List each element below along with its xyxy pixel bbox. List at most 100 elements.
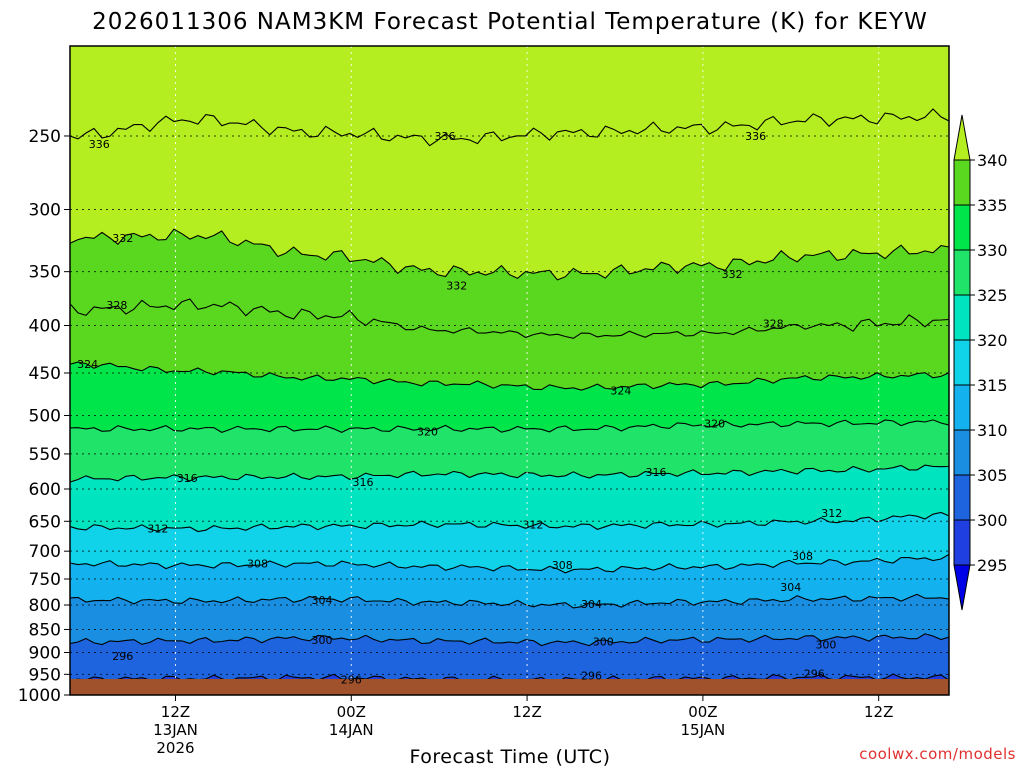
contour-line <box>70 361 949 391</box>
contour-label: 336 <box>435 130 456 143</box>
y-tick-label: 550 <box>29 445 61 465</box>
contour-label: 332 <box>112 232 133 245</box>
contour-label: 296 <box>112 650 133 663</box>
contour-label: 316 <box>177 472 198 485</box>
colorbar-segment <box>953 249 971 296</box>
colorbar-segment <box>953 564 971 611</box>
colorbar-label: 320 <box>977 331 1008 350</box>
plot-frame <box>69 45 950 696</box>
contour-label: 312 <box>821 507 842 520</box>
y-axis: 250 300 350 400 450 500 550 600 650 700 750 800 850 9… <box>18 127 70 706</box>
contour-line <box>70 228 949 281</box>
y-tick-label: 500 <box>29 406 61 426</box>
contour-labels: 336 336 336 332 332 332 328 328 324 324 320 320 316 3… <box>77 130 842 686</box>
contour-label: 316 <box>646 466 667 479</box>
contour-label: 304 <box>311 594 332 607</box>
colorbar-segment <box>953 294 971 341</box>
x-tick-label: 13JAN <box>153 721 198 739</box>
contour-label: 312 <box>522 518 543 531</box>
colorbar-label: 340 <box>977 151 1008 170</box>
gridlines <box>70 46 949 695</box>
colorbar-segment <box>953 474 971 521</box>
colorbar-label: 315 <box>977 376 1008 395</box>
contour-label: 336 <box>745 130 766 143</box>
contour-label: 324 <box>77 358 98 371</box>
colorbar-segment <box>953 339 971 386</box>
contour-label: 312 <box>147 523 168 536</box>
filled-bands <box>70 46 949 695</box>
colorbar-label: 325 <box>977 286 1008 305</box>
colorbar-label: 305 <box>977 466 1008 485</box>
contour-label: 296 <box>581 670 602 683</box>
x-tick-label: 12Z <box>161 703 190 721</box>
contour-line <box>70 298 949 339</box>
band-fill <box>70 229 949 339</box>
y-tick-label: 750 <box>29 570 61 590</box>
band-fill <box>70 594 949 646</box>
contour-line <box>70 464 949 483</box>
colorbar-label: 335 <box>977 196 1008 215</box>
y-tick-label: 350 <box>29 263 61 283</box>
contour-line <box>70 633 949 647</box>
contour-label: 328 <box>106 299 127 312</box>
x-tick-label: 14JAN <box>329 721 374 739</box>
band-fill <box>70 633 949 683</box>
colorbar-segment <box>953 159 971 206</box>
y-tick-label: 900 <box>29 644 61 664</box>
y-tick-label: 300 <box>29 201 61 221</box>
colorbar-segment <box>953 114 971 161</box>
band-fill <box>70 512 949 573</box>
contour-label: 316 <box>353 476 374 489</box>
band-fill <box>70 419 949 483</box>
contour-label: 332 <box>446 279 467 292</box>
y-tick-label: 600 <box>29 480 61 500</box>
band-fill <box>70 465 949 532</box>
y-tick-label: 850 <box>29 620 61 640</box>
contour-label: 320 <box>417 425 438 438</box>
x-tick-label: 00Z <box>337 703 366 721</box>
band-fill <box>70 362 949 433</box>
contour-label: 300 <box>815 638 836 651</box>
contour-line <box>70 511 949 533</box>
contour-label: 328 <box>763 317 784 330</box>
credit-text: coolwx.com/models <box>859 745 1016 763</box>
contour-label: 304 <box>780 581 801 594</box>
x-tick-label: 00Z <box>688 703 717 721</box>
contour-line <box>70 419 949 434</box>
x-tick-label: 12Z <box>512 703 541 721</box>
band-fill <box>70 554 949 608</box>
contour-label: 308 <box>792 550 813 563</box>
contour-label: 332 <box>722 268 743 281</box>
y-tick-label: 950 <box>29 665 61 685</box>
contour-line <box>70 553 949 574</box>
colorbar-label: 300 <box>977 511 1008 530</box>
contour-label: 296 <box>804 667 825 680</box>
colorbar: 295 300 305 310 315 320 325 330 335 340 <box>953 114 1008 611</box>
colorbar-segment <box>953 204 971 251</box>
colorbar-label: 310 <box>977 421 1008 440</box>
colorbar-segment <box>953 384 971 431</box>
colorbar-label: 295 <box>977 556 1008 575</box>
contour-label: 300 <box>311 634 332 647</box>
colorbar-segment <box>953 519 971 566</box>
y-tick-label: 400 <box>29 317 61 337</box>
y-tick-label: 650 <box>29 512 61 532</box>
x-tick-label: 2026 <box>156 739 194 757</box>
contour-label: 308 <box>552 559 573 572</box>
contour-line <box>70 108 949 147</box>
contour-label: 304 <box>581 598 602 611</box>
x-tick-label: 12Z <box>864 703 893 721</box>
ground-fill <box>70 679 949 695</box>
contour-label: 300 <box>593 636 614 649</box>
x-axis-label: Forecast Time (UTC) <box>410 746 611 768</box>
contour-label: 336 <box>89 138 110 151</box>
contour-line <box>70 593 949 609</box>
y-tick-label: 700 <box>29 542 61 562</box>
band-fill <box>70 299 949 391</box>
contour-label: 324 <box>610 385 631 398</box>
contour-label: 308 <box>247 558 268 571</box>
y-tick-label: 1000 <box>18 686 61 706</box>
y-tick-label: 800 <box>29 596 61 616</box>
